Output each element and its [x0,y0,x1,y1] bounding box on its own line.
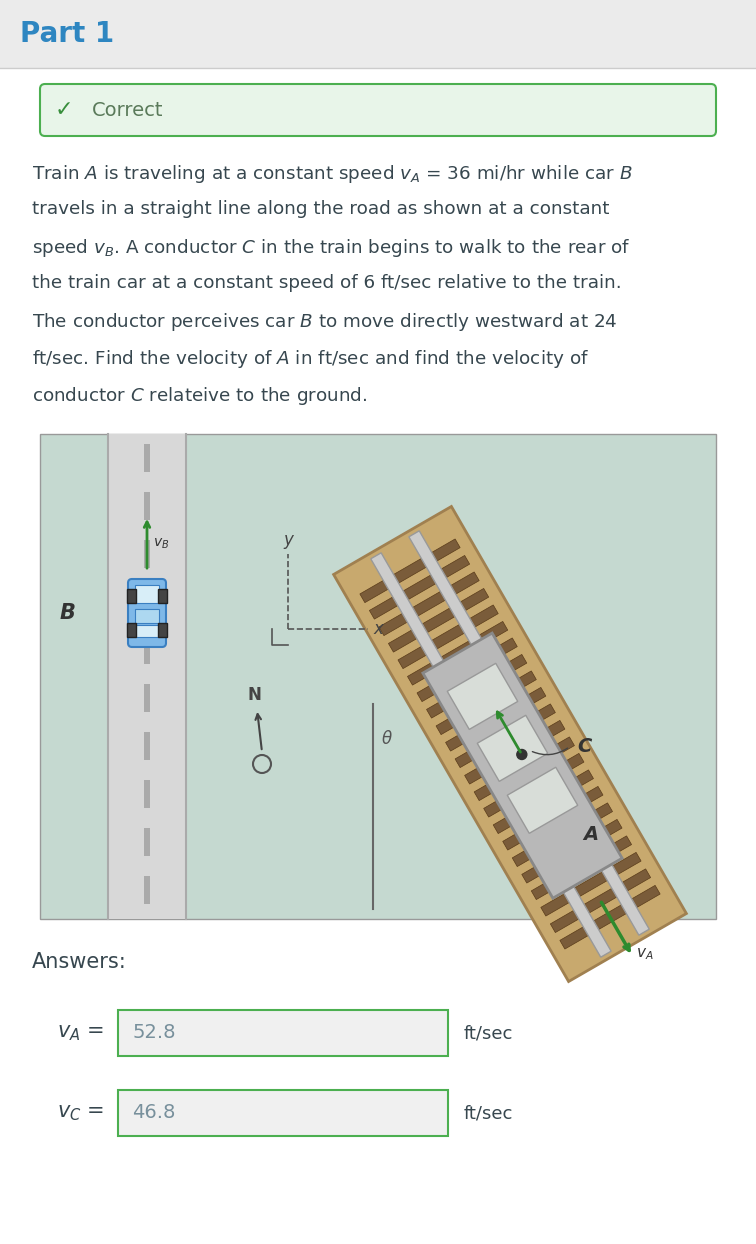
Text: $v_A$ =: $v_A$ = [57,1023,104,1042]
Polygon shape [417,638,517,702]
Text: travels in a straight line along the road as shown at a constant: travels in a straight line along the roa… [32,200,609,218]
Text: ft/sec: ft/sec [464,1103,513,1122]
Bar [144,636,150,664]
Text: ft/sec. Find the velocity of $A$ in ft/sec and find the velocity of: ft/sec. Find the velocity of $A$ in ft/s… [32,348,589,369]
Text: y: y [283,531,293,549]
Text: B: B [60,603,76,623]
Polygon shape [436,671,536,735]
Polygon shape [477,715,548,781]
Text: N: N [247,685,261,704]
Text: speed $v_B$. A conductor $C$ in the train begins to walk to the rear of: speed $v_B$. A conductor $C$ in the trai… [32,238,631,259]
Text: Part 1: Part 1 [20,20,114,49]
Text: conductor $C$ relateive to the ground.: conductor $C$ relateive to the ground. [32,384,367,407]
Text: $\theta$: $\theta$ [381,730,393,748]
Bar [40,434,716,919]
Bar [135,624,159,637]
Polygon shape [493,770,593,833]
Polygon shape [370,552,611,957]
Polygon shape [541,852,641,916]
Bar [144,540,150,569]
Polygon shape [531,836,631,899]
Circle shape [517,749,527,760]
FancyBboxPatch shape [40,85,716,136]
Polygon shape [409,531,649,935]
Text: 52.8: 52.8 [132,1024,175,1042]
Polygon shape [465,720,565,784]
Polygon shape [503,786,603,850]
Bar [144,588,150,616]
Bar [144,780,150,809]
FancyBboxPatch shape [128,578,166,647]
Polygon shape [507,768,578,833]
Text: $v_A$: $v_A$ [636,947,653,962]
Text: the train car at a constant speed of 6 ft/sec relative to the train.: the train car at a constant speed of 6 f… [32,274,621,292]
Text: 46.8: 46.8 [132,1103,175,1122]
Text: A: A [583,825,598,845]
Bar [135,610,159,623]
Polygon shape [445,688,546,751]
Bar [144,444,150,471]
Text: The conductor perceives car $B$ to move directly westward at 24: The conductor perceives car $B$ to move … [32,311,618,333]
Bar [158,623,167,637]
Bar [158,588,167,603]
Bar [0,0,756,68]
Text: ft/sec: ft/sec [464,1024,513,1042]
Bar [118,1010,448,1056]
Text: Answers:: Answers: [32,952,127,972]
Bar [127,623,136,637]
Polygon shape [389,588,488,652]
Polygon shape [560,886,660,949]
Text: C: C [577,736,591,756]
Bar [144,829,150,856]
Polygon shape [407,622,508,685]
Polygon shape [370,556,469,620]
Polygon shape [474,736,575,801]
Bar [144,731,150,760]
Bar [144,491,150,520]
Polygon shape [426,654,527,718]
Bar [144,876,150,904]
Bar [135,585,159,603]
Polygon shape [360,539,460,602]
Text: $v_C$ =: $v_C$ = [57,1103,104,1123]
Polygon shape [379,572,479,636]
Text: x: x [373,620,383,638]
Text: Train $A$ is traveling at a constant speed $v_A$ = 36 mi/hr while car $B$: Train $A$ is traveling at a constant spe… [32,163,633,185]
Bar [144,684,150,712]
Polygon shape [448,663,518,729]
Text: Correct: Correct [92,101,163,119]
Bar [108,434,186,919]
Polygon shape [484,754,584,817]
Text: ✓: ✓ [54,100,73,119]
Polygon shape [423,633,622,898]
Text: $v_B$: $v_B$ [153,536,169,551]
Bar [127,588,136,603]
Polygon shape [398,605,498,668]
Bar [118,1090,448,1136]
Polygon shape [513,802,612,867]
Polygon shape [455,704,556,768]
Polygon shape [522,820,622,883]
Polygon shape [333,506,686,982]
Polygon shape [550,868,651,933]
